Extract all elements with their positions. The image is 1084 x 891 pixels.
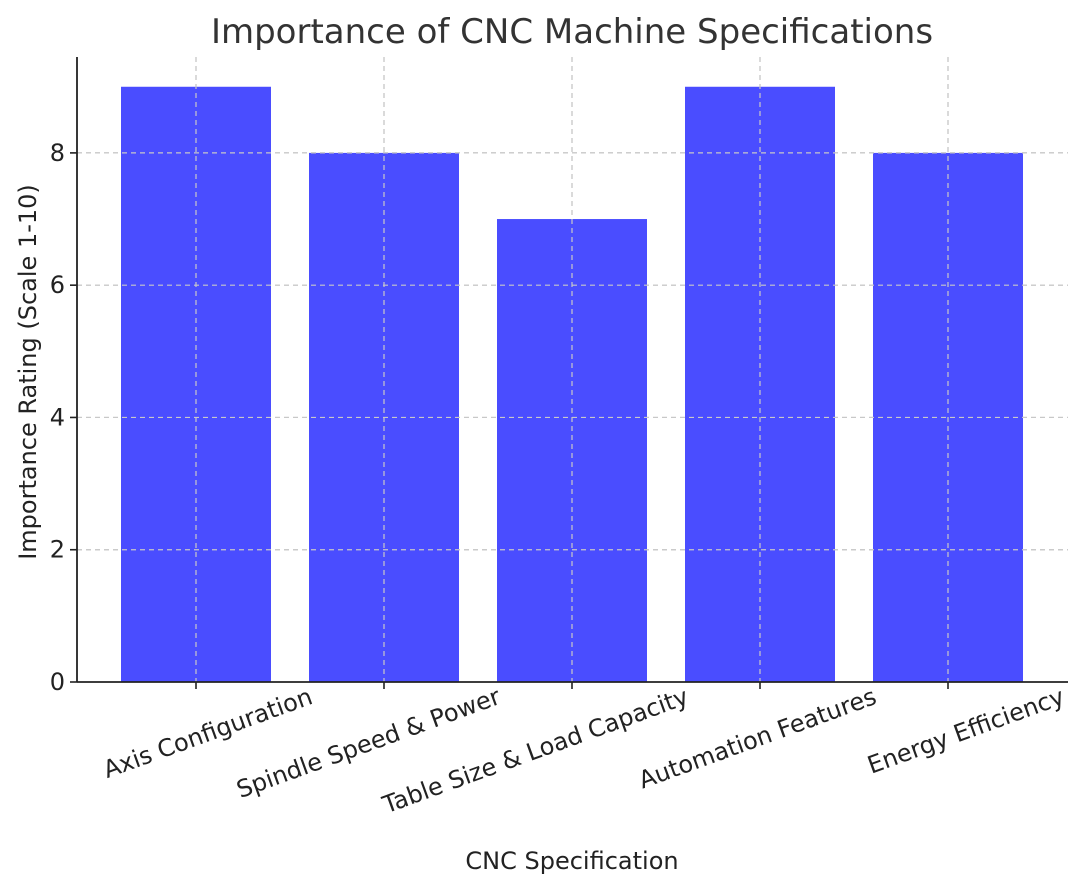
x-axis-label: CNC Specification	[465, 847, 678, 875]
y-tick-label: 4	[50, 403, 65, 431]
bar	[497, 219, 647, 682]
x-tick-label: Table Size & Load Capacity	[378, 682, 692, 819]
bars	[77, 57, 1068, 682]
y-axis-label: Importance Rating (Scale 1-10)	[14, 184, 42, 560]
y-tick-label: 0	[50, 668, 65, 696]
axes	[70, 57, 1068, 689]
y-tick-label: 8	[50, 139, 65, 167]
y-tick-label: 2	[50, 536, 65, 564]
chart-title: Importance of CNC Machine Specifications	[211, 12, 933, 52]
x-tick-label: Energy Efficiency	[864, 682, 1068, 779]
y-tick-label: 6	[50, 271, 65, 299]
